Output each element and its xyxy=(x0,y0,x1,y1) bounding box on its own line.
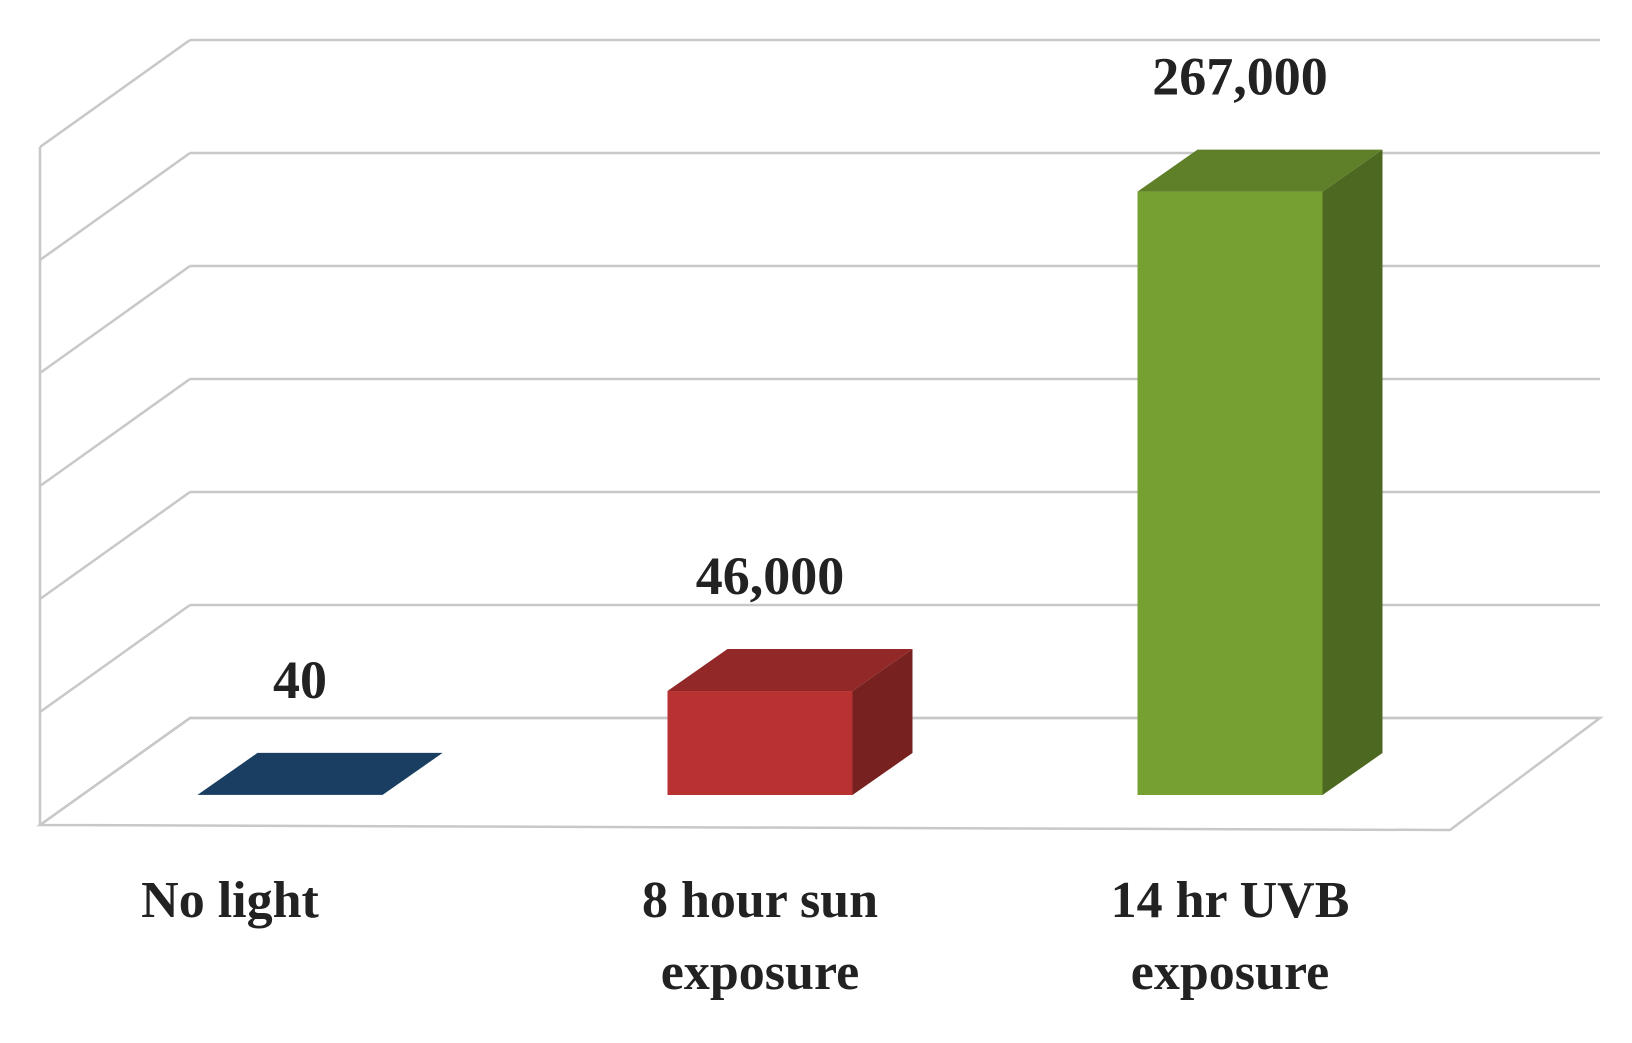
x-tick-label: No light xyxy=(141,872,319,929)
bar-top xyxy=(1137,149,1383,192)
value-label: 46,000 xyxy=(696,546,845,606)
side-grid-line xyxy=(39,490,191,601)
side-grid-line xyxy=(39,716,191,827)
value-label: 267,000 xyxy=(1152,47,1328,107)
side-grid-line xyxy=(39,264,191,375)
bar-side xyxy=(852,649,913,795)
value-label: 40 xyxy=(273,650,327,710)
side-grid-line xyxy=(39,603,191,714)
x-tick-label: 14 hr UVB exposure xyxy=(1110,872,1350,1001)
bar-top xyxy=(667,649,913,692)
bar xyxy=(667,691,853,795)
side-grid-line xyxy=(39,151,191,262)
bar-side xyxy=(382,752,443,795)
x-tick-label: 8 hour sun exposure xyxy=(641,872,879,1001)
side-grid-line xyxy=(39,38,191,149)
bar xyxy=(1137,191,1323,795)
bar-side xyxy=(1322,149,1383,795)
bar-top xyxy=(197,752,443,795)
side-grid-line xyxy=(39,377,191,488)
